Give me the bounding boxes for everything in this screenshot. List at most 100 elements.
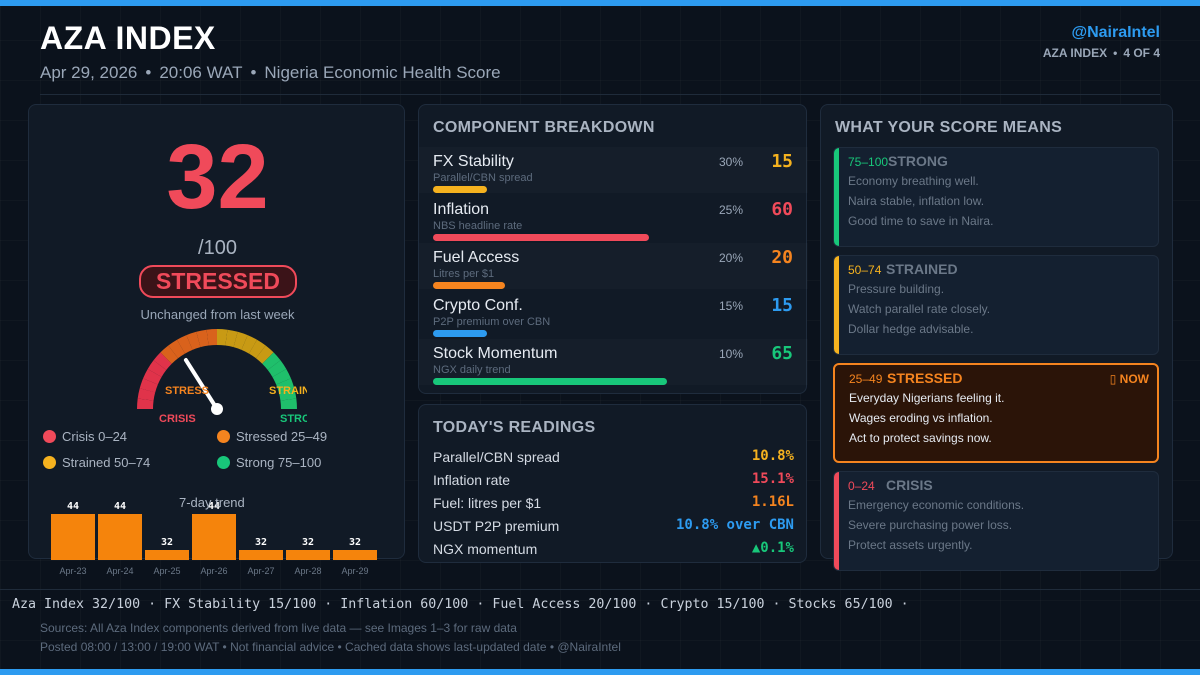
legend-dot-stressed [217,430,230,443]
tier-description-line: Economy breathing well. [848,174,979,188]
component-score-bar [433,378,667,385]
reading-value: ▲0.1% [751,540,794,556]
account-handle-link[interactable]: @NairaIntel [1071,24,1160,41]
component-weight: 15% [719,299,744,313]
legend-label: Stressed 25–49 [236,429,328,444]
score-panel: 32 /100 STRESSED Unchanged from last wee… [28,104,405,576]
legend-strong: Strong 75–100 [217,455,321,470]
component-source: P2P premium over CBN [433,316,551,328]
trend-bar-value-label: 32 [349,537,361,548]
score-meaning-title: WHAT YOUR SCORE MEANS [835,119,1063,136]
score-max: /100 [198,237,237,259]
tier-name: STRAINED [886,261,958,277]
component-name: Inflation [433,201,490,218]
tier-card-strained: 50–74 STRAINED Pressure building. Watch par… [833,255,1159,355]
component-row: FX Stability Parallel/CBN spread 30% 15 [419,147,808,193]
tier-description-line: Protect assets urgently. [848,538,973,552]
trend-bar [192,514,236,560]
component-weight: 30% [719,155,744,169]
gauge-arc-segment [186,331,201,350]
component-name: Crypto Conf. [433,297,523,314]
gauge-label-crisis: CRISIS [159,413,196,425]
reading-row: Fuel: litres per $1 1.16L [419,493,808,515]
trend-category-label: Apr-23 [59,566,86,576]
gauge-arc-segment [267,360,287,378]
reading-row: USDT P2P premium 10.8% over CBN [419,516,808,538]
tagline-text: Nigeria Economic Health Score [264,63,501,82]
gauge-arc-segment [280,398,297,410]
tier-accent-bar [834,148,839,246]
gauge-arc-segment [216,329,228,346]
gauge-arc-segment [176,335,193,354]
component-score: 15 [771,151,793,172]
page-indicator-label: AZA INDEX [1042,46,1108,60]
now-badge: ▯ NOW [1109,372,1149,386]
legend-dot-strained [43,456,56,469]
gauge-arc-segment [241,335,258,354]
tier-card-strong: 75–100 STRONG Economy breathing well. Naira… [833,147,1159,247]
component-weight: 25% [719,203,744,217]
tier-range: 75–100 [848,155,889,169]
component-score: 15 [771,295,793,316]
gauge-arc-segment [143,368,162,385]
trend-bar [333,550,377,560]
tier-description-line: Everyday Nigerians feeling it. [849,391,1005,405]
component-source: NGX daily trend [433,364,511,376]
gauge-arc-segment [137,398,154,410]
trend-bar-value-label: 44 [67,501,79,512]
gauge-arc-segment [206,329,218,346]
legend-strained: Strained 50–74 [43,455,150,470]
trend-bar [239,550,283,560]
component-score: 65 [771,343,793,364]
gauge-arc-segment [255,345,274,364]
component-row: Fuel Access Litres per $1 20% 20 [419,243,808,289]
gauge-arcs [137,329,297,410]
component-breakdown-title: COMPONENT BREAKDOWN [433,119,655,136]
reading-label: Fuel: litres per $1 [433,495,542,511]
trend-bar-value-label: 32 [255,537,267,548]
tier-description-line: Dollar hedge advisable. [848,322,974,336]
trend-bar [51,514,95,560]
trend-category-label: Apr-27 [247,566,274,576]
gauge-arc-segment [248,339,266,359]
trend-bar-value-label: 32 [161,537,173,548]
component-row: Crypto Conf. P2P premium over CBN 15% 15 [419,291,808,337]
gauge-arc-segment [153,352,172,371]
component-name: Stock Momentum [433,345,558,362]
legend-label: Crisis 0–24 [62,429,128,444]
gauge-label-stress: STRESS [165,385,209,397]
gauge-label-strong: STRONG [280,413,307,425]
tier-description-line: Good time to save in Naira. [848,214,994,228]
component-source: Parallel/CBN spread [433,172,533,184]
gauge-needle-hub [211,403,223,415]
page-indicator: AZA INDEX • 4 OF 4 [1042,46,1160,60]
component-source: Litres per $1 [433,268,495,280]
reading-label: NGX momentum [433,541,538,557]
gauge-arc-segment [278,388,297,401]
time-text: 20:06 WAT [159,63,243,82]
page-indicator-count: 4 OF 4 [1123,46,1160,60]
tier-name: STRESSED [887,370,963,386]
gauge-label-strain: STRAIN [269,385,307,397]
trend-bar-value-label: 32 [302,537,314,548]
legend-label: Strong 75–100 [236,455,322,470]
component-score-bar [433,330,487,337]
reading-value: 10.8% over CBN [675,517,794,533]
trend-category-label: Apr-24 [106,566,133,576]
component-name: FX Stability [433,153,514,170]
reading-row: Inflation rate 15.1% [419,470,808,492]
component-score-bar [433,234,649,241]
tier-description-line: Watch parallel rate closely. [848,302,991,316]
gauge-arc-segment [272,368,291,385]
reading-value: 1.16L [751,494,794,510]
trend-chart: 44 Apr-23 44 Apr-24 32 Apr-25 44 Apr-26 32 Apr-27… [51,501,377,576]
sources-note: Sources: All Aza Index components derive… [40,621,517,635]
component-score: 60 [771,199,793,220]
date-text: Apr 29, 2026 [40,63,138,82]
tier-description-line: Wages eroding vs inflation. [849,411,993,425]
component-score-bar [433,282,505,289]
trend-bar [145,550,189,560]
gauge-arc-segment [160,345,179,364]
tier-accent-bar [834,256,839,354]
trend-bars: 44 Apr-23 44 Apr-24 32 Apr-25 44 Apr-26 32 Apr-27… [51,501,377,576]
